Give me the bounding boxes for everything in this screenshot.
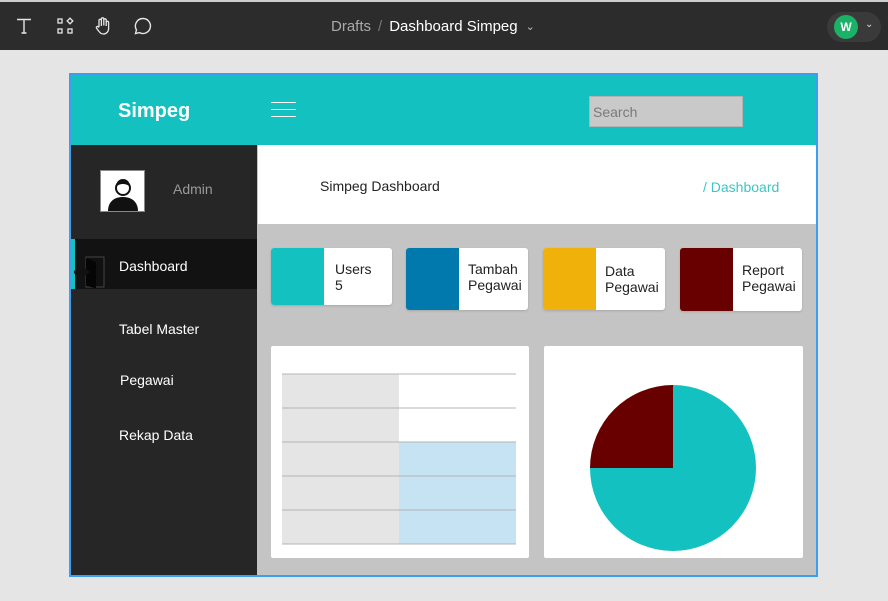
sidebar-item-pegawai[interactable]: Pegawai — [71, 353, 257, 403]
page-title: Simpeg Dashboard — [320, 178, 440, 194]
bar-chart — [282, 373, 516, 545]
avatar[interactable]: W — [834, 15, 858, 39]
sidebar-item-label: Pegawai — [120, 372, 174, 388]
card-color-swatch — [543, 248, 596, 310]
card-text: Report Pegawai — [742, 262, 796, 294]
sidebar-item-rekap-data[interactable]: Rekap Data — [71, 408, 257, 458]
sidebar-item-dashboard[interactable]: Dashboard — [71, 239, 257, 289]
bar-chart-panel — [271, 346, 529, 558]
card-subtitle: Pegawai — [605, 279, 659, 295]
design-frame[interactable]: Simpeg Admin Dashboard — [69, 73, 818, 577]
card-data-pegawai[interactable]: Data Pegawai — [543, 248, 665, 310]
sidebar-username: Admin — [173, 181, 213, 197]
user-avatar-icon — [100, 170, 145, 212]
comment-tool-icon[interactable] — [131, 14, 155, 38]
card-subtitle: Pegawai — [742, 278, 796, 294]
pie-chart — [544, 346, 803, 558]
bar-0 — [282, 374, 399, 544]
card-title: Tambah — [468, 261, 522, 277]
card-title: Data — [605, 263, 659, 279]
file-breadcrumb: Drafts / Dashboard Simpeg ⌄ — [331, 18, 535, 35]
card-color-swatch — [680, 248, 733, 311]
pie-chart-panel — [544, 346, 803, 558]
app-header: Simpeg — [71, 75, 816, 145]
card-report-pegawai[interactable]: Report Pegawai — [680, 248, 802, 311]
breadcrumb[interactable]: / Dashboard — [703, 179, 779, 195]
user-menu[interactable]: W ⌄ — [827, 12, 881, 42]
search-input[interactable] — [589, 96, 743, 127]
card-title: Users — [335, 261, 372, 277]
card-color-swatch — [406, 248, 459, 310]
bar-1 — [399, 442, 516, 544]
card-text: Users 5 — [335, 261, 372, 293]
hand-tool-icon[interactable] — [91, 14, 115, 38]
card-text: Data Pegawai — [605, 263, 659, 295]
card-subtitle: Pegawai — [468, 277, 522, 293]
card-title: Report — [742, 262, 796, 278]
breadcrumb-separator: / — [378, 18, 382, 35]
hamburger-menu-icon[interactable] — [271, 102, 296, 118]
card-color-swatch — [271, 248, 324, 305]
brand-logo[interactable]: Simpeg — [118, 100, 190, 123]
components-icon[interactable] — [53, 14, 77, 38]
page-header: Simpeg Dashboard / Dashboard — [258, 145, 816, 224]
sidebar-item-label: Tabel Master — [119, 321, 199, 337]
card-tambah-pegawai[interactable]: Tambah Pegawai — [406, 248, 528, 310]
card-value: 5 — [335, 277, 372, 293]
text-tool-icon[interactable] — [12, 14, 36, 38]
sidebar: Admin Dashboard Tabel Master Pegawai Rek… — [71, 145, 257, 577]
sidebar-item-label: Dashboard — [119, 258, 188, 274]
sidebar-item-label: Rekap Data — [119, 427, 193, 443]
pie-slice-1 — [590, 385, 673, 468]
card-text: Tambah Pegawai — [468, 261, 522, 293]
file-name[interactable]: Dashboard Simpeg — [389, 18, 517, 35]
chevron-down-icon[interactable]: ⌄ — [526, 20, 535, 33]
breadcrumb-drafts[interactable]: Drafts — [331, 18, 371, 35]
sidebar-item-tabel-master[interactable]: Tabel Master — [71, 302, 257, 352]
sign-in-icon — [74, 255, 106, 292]
chevron-down-icon[interactable]: ⌄ — [865, 19, 873, 30]
editor-toolbar: Drafts / Dashboard Simpeg ⌄ W ⌄ — [0, 0, 888, 50]
card-users[interactable]: Users 5 — [271, 248, 392, 305]
